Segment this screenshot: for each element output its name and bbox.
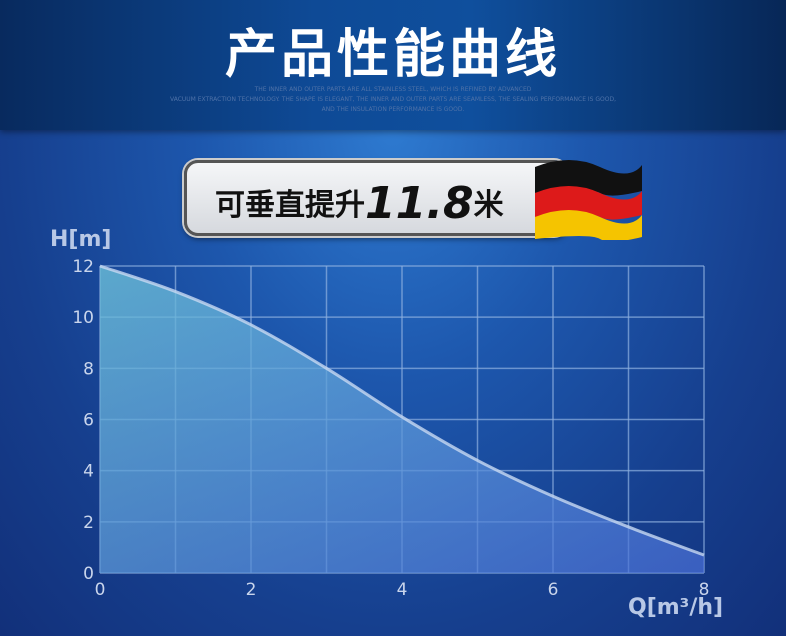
- x-tick-label: 0: [95, 580, 106, 600]
- x-tick-label: 4: [397, 580, 408, 600]
- y-tick-label: 10: [72, 308, 94, 328]
- y-tick-label: 12: [72, 257, 94, 277]
- y-axis-label: H[m]: [50, 227, 111, 252]
- y-tick-label: 2: [83, 513, 94, 533]
- subtitle-line: AND THE INSULATION PERFORMANCE IS GOOD.: [321, 106, 465, 113]
- y-tick-label: 6: [83, 411, 94, 431]
- badge-value: 11.8: [365, 178, 474, 229]
- page-title: 产品性能曲线: [224, 25, 561, 85]
- header: 产品性能曲线 THE INNER AND OUTER PARTS ARE ALL…: [0, 0, 786, 130]
- x-axis-label: Q[m³/h]: [628, 595, 723, 620]
- x-tick-label: 2: [246, 580, 257, 600]
- lift-badge: 可垂直提升11.8米: [184, 160, 568, 236]
- subtitle-line: VACUUM EXTRACTION TECHNOLOGY. THE SHAPE …: [169, 96, 617, 103]
- badge-suffix: 米: [473, 188, 504, 223]
- x-tick-label: 8: [699, 580, 710, 600]
- subtitle-line: THE INNER AND OUTER PARTS ARE ALL STAINL…: [254, 86, 532, 93]
- y-tick-label: 4: [83, 462, 94, 482]
- germany-flag-icon: [535, 160, 642, 240]
- badge-prefix: 可垂直提升: [215, 188, 365, 223]
- subtitle: THE INNER AND OUTER PARTS ARE ALL STAINL…: [0, 85, 786, 115]
- y-tick-label: 8: [83, 359, 94, 379]
- y-tick-label: 0: [83, 564, 94, 584]
- x-tick-label: 6: [548, 580, 559, 600]
- curve-line: [99, 264, 705, 557]
